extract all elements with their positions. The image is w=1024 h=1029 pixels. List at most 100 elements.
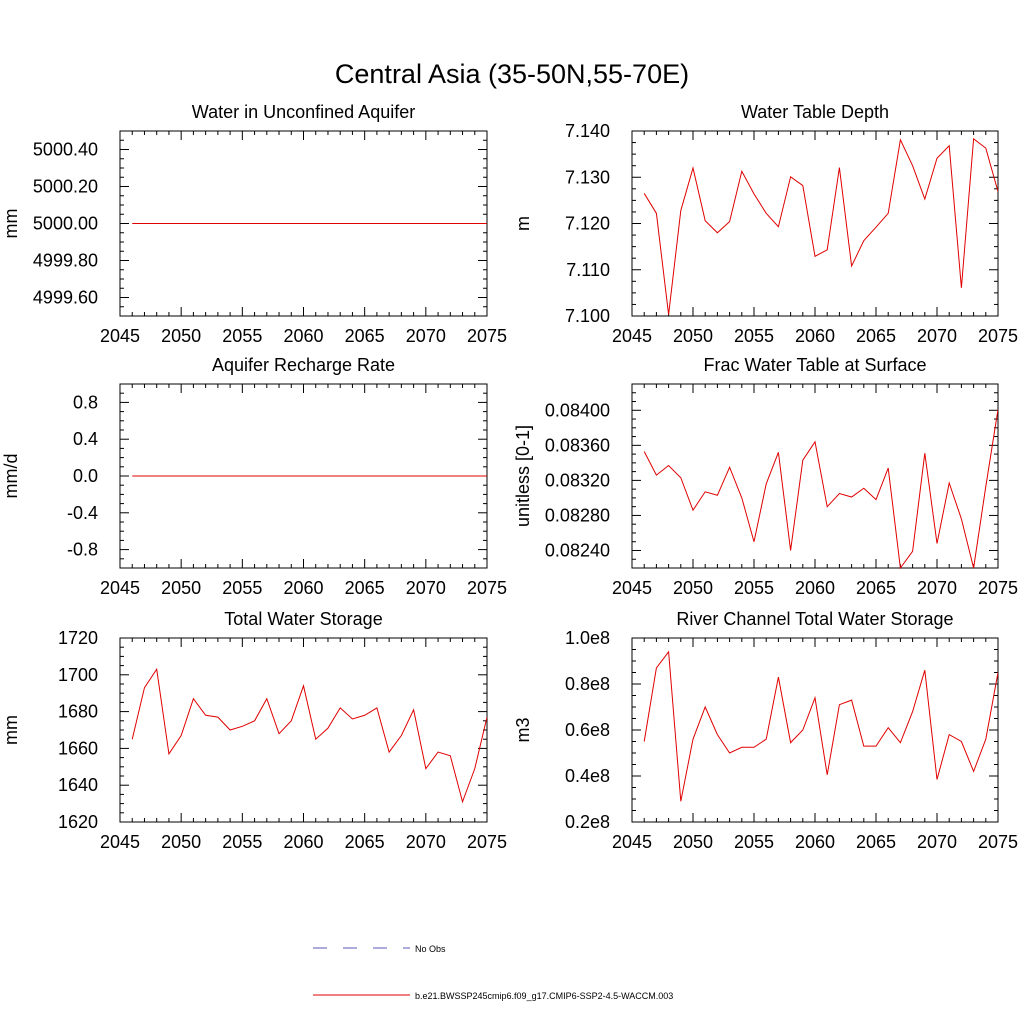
legend-model-label: b.e21.BWSSP245cmip6.f09_g17.CMIP6-SSP2-4… xyxy=(415,991,673,1001)
x-tick-label: 2055 xyxy=(222,578,262,598)
y-tick-label: 1640 xyxy=(58,775,98,795)
y-tick-label: 1700 xyxy=(58,665,98,685)
legend-obs-label: No Obs xyxy=(415,944,446,954)
y-tick-label: 0.0 xyxy=(73,466,98,486)
panel-6: River Channel Total Water Storage m3 2045 2… xyxy=(513,609,1018,852)
panel-title: Total Water Storage xyxy=(224,609,382,629)
plot-frame xyxy=(119,637,488,823)
y-tick-label: 7.130 xyxy=(565,167,610,187)
x-tick-label: 2050 xyxy=(673,326,713,346)
x-tick-label: 2075 xyxy=(978,832,1018,852)
x-tick-label: 2050 xyxy=(161,578,201,598)
y-tick-label: 4999.60 xyxy=(33,288,98,308)
y-tick-label: 4999.80 xyxy=(33,251,98,271)
x-tick-label: 2050 xyxy=(673,832,713,852)
panel-4: Frac Water Table at Surface unitless [0-1… xyxy=(513,355,1018,598)
panel-title: River Channel Total Water Storage xyxy=(676,609,953,629)
y-tick-label: 7.140 xyxy=(565,121,610,141)
y-tick-label: 0.08240 xyxy=(545,540,610,560)
y-axis-label: mm xyxy=(1,715,21,745)
y-axis-label: m3 xyxy=(513,717,533,742)
x-tick-label: 2065 xyxy=(345,326,385,346)
y-tick-label: 1720 xyxy=(58,628,98,648)
x-tick-label: 2075 xyxy=(467,326,507,346)
y-tick-label: 1.0e8 xyxy=(565,628,610,648)
y-tick-label: -0.4 xyxy=(67,503,98,523)
panel-title: Frac Water Table at Surface xyxy=(703,355,926,375)
x-tick-label: 2055 xyxy=(734,326,774,346)
x-tick-label: 2075 xyxy=(467,578,507,598)
y-tick-label: 0.8e8 xyxy=(565,674,610,694)
y-tick-label: 5000.20 xyxy=(33,177,98,197)
x-tick-label: 2070 xyxy=(406,832,446,852)
plot-frame xyxy=(631,637,999,823)
x-tick-label: 2075 xyxy=(978,578,1018,598)
y-axis-label: unitless [0-1] xyxy=(513,425,533,527)
x-tick-label: 2065 xyxy=(856,326,896,346)
panel-3: Aquifer Recharge Rate mm/d 2045 2050 2055 206… xyxy=(1,355,507,598)
x-tick-label: 2045 xyxy=(612,832,652,852)
y-tick-label: 1660 xyxy=(58,738,98,758)
x-tick-label: 2045 xyxy=(100,832,140,852)
x-tick-label: 2045 xyxy=(612,578,652,598)
y-tick-label: 0.8 xyxy=(73,392,98,412)
x-tick-label: 2060 xyxy=(795,832,835,852)
panels: Water in Unconfined Aquifer mm 2045 2050 205… xyxy=(1,102,1018,852)
y-tick-label: 0.08360 xyxy=(545,435,610,455)
y-axis-label: m xyxy=(513,216,533,231)
x-tick-label: 2075 xyxy=(978,326,1018,346)
x-tick-label: 2050 xyxy=(161,326,201,346)
y-axis-label: mm/d xyxy=(1,454,21,499)
y-tick-label: 0.2e8 xyxy=(565,812,610,832)
x-tick-label: 2065 xyxy=(345,832,385,852)
series-line xyxy=(643,650,998,802)
y-tick-label: 7.110 xyxy=(566,260,610,280)
series-line xyxy=(131,667,487,804)
y-tick-label: 7.100 xyxy=(565,306,610,326)
y-tick-label: 0.08400 xyxy=(545,400,610,420)
panel-1: Water in Unconfined Aquifer mm 2045 2050 205… xyxy=(1,102,507,346)
y-tick-label: 0.4 xyxy=(73,429,98,449)
panel-title: Water Table Depth xyxy=(741,102,889,122)
x-tick-label: 2055 xyxy=(734,832,774,852)
panel-5: Total Water Storage mm 2045 2050 2055 2060 206… xyxy=(1,609,507,852)
y-tick-label: 5000.00 xyxy=(33,214,98,234)
x-tick-label: 2065 xyxy=(856,578,896,598)
x-tick-label: 2050 xyxy=(161,832,201,852)
x-tick-label: 2070 xyxy=(917,832,957,852)
x-tick-label: 2060 xyxy=(283,832,323,852)
x-tick-label: 2065 xyxy=(856,832,896,852)
x-tick-label: 2070 xyxy=(406,326,446,346)
y-tick-label: 0.08280 xyxy=(545,505,610,525)
x-tick-label: 2045 xyxy=(100,326,140,346)
panel-title: Aquifer Recharge Rate xyxy=(212,355,395,375)
plot-frame xyxy=(631,383,999,569)
y-tick-label: 1680 xyxy=(58,702,98,722)
y-tick-label: 0.6e8 xyxy=(565,720,610,740)
x-tick-label: 2060 xyxy=(283,326,323,346)
y-tick-label: 0.08320 xyxy=(545,470,610,490)
x-tick-label: 2060 xyxy=(795,326,835,346)
x-tick-label: 2070 xyxy=(917,326,957,346)
panel-2: Water Table Depth m 2045 2050 2055 2060 2065 20… xyxy=(513,102,1018,346)
y-tick-label: 7.120 xyxy=(565,214,610,234)
y-tick-label: -0.8 xyxy=(67,540,98,560)
plot-frame xyxy=(631,130,999,317)
x-tick-label: 2045 xyxy=(612,326,652,346)
x-tick-label: 2060 xyxy=(283,578,323,598)
x-tick-label: 2045 xyxy=(100,578,140,598)
y-tick-label: 1620 xyxy=(58,812,98,832)
legend: No Obs b.e21.BWSSP245cmip6.f09_g17.CMIP6… xyxy=(313,944,673,1001)
series-line xyxy=(643,137,998,315)
x-tick-label: 2060 xyxy=(795,578,835,598)
x-tick-label: 2065 xyxy=(345,578,385,598)
x-tick-label: 2050 xyxy=(673,578,713,598)
x-tick-label: 2070 xyxy=(406,578,446,598)
y-axis-label: mm xyxy=(1,209,21,239)
panel-title: Water in Unconfined Aquifer xyxy=(192,102,415,122)
series-line xyxy=(643,409,998,569)
x-tick-label: 2055 xyxy=(222,832,262,852)
x-tick-label: 2055 xyxy=(222,326,262,346)
